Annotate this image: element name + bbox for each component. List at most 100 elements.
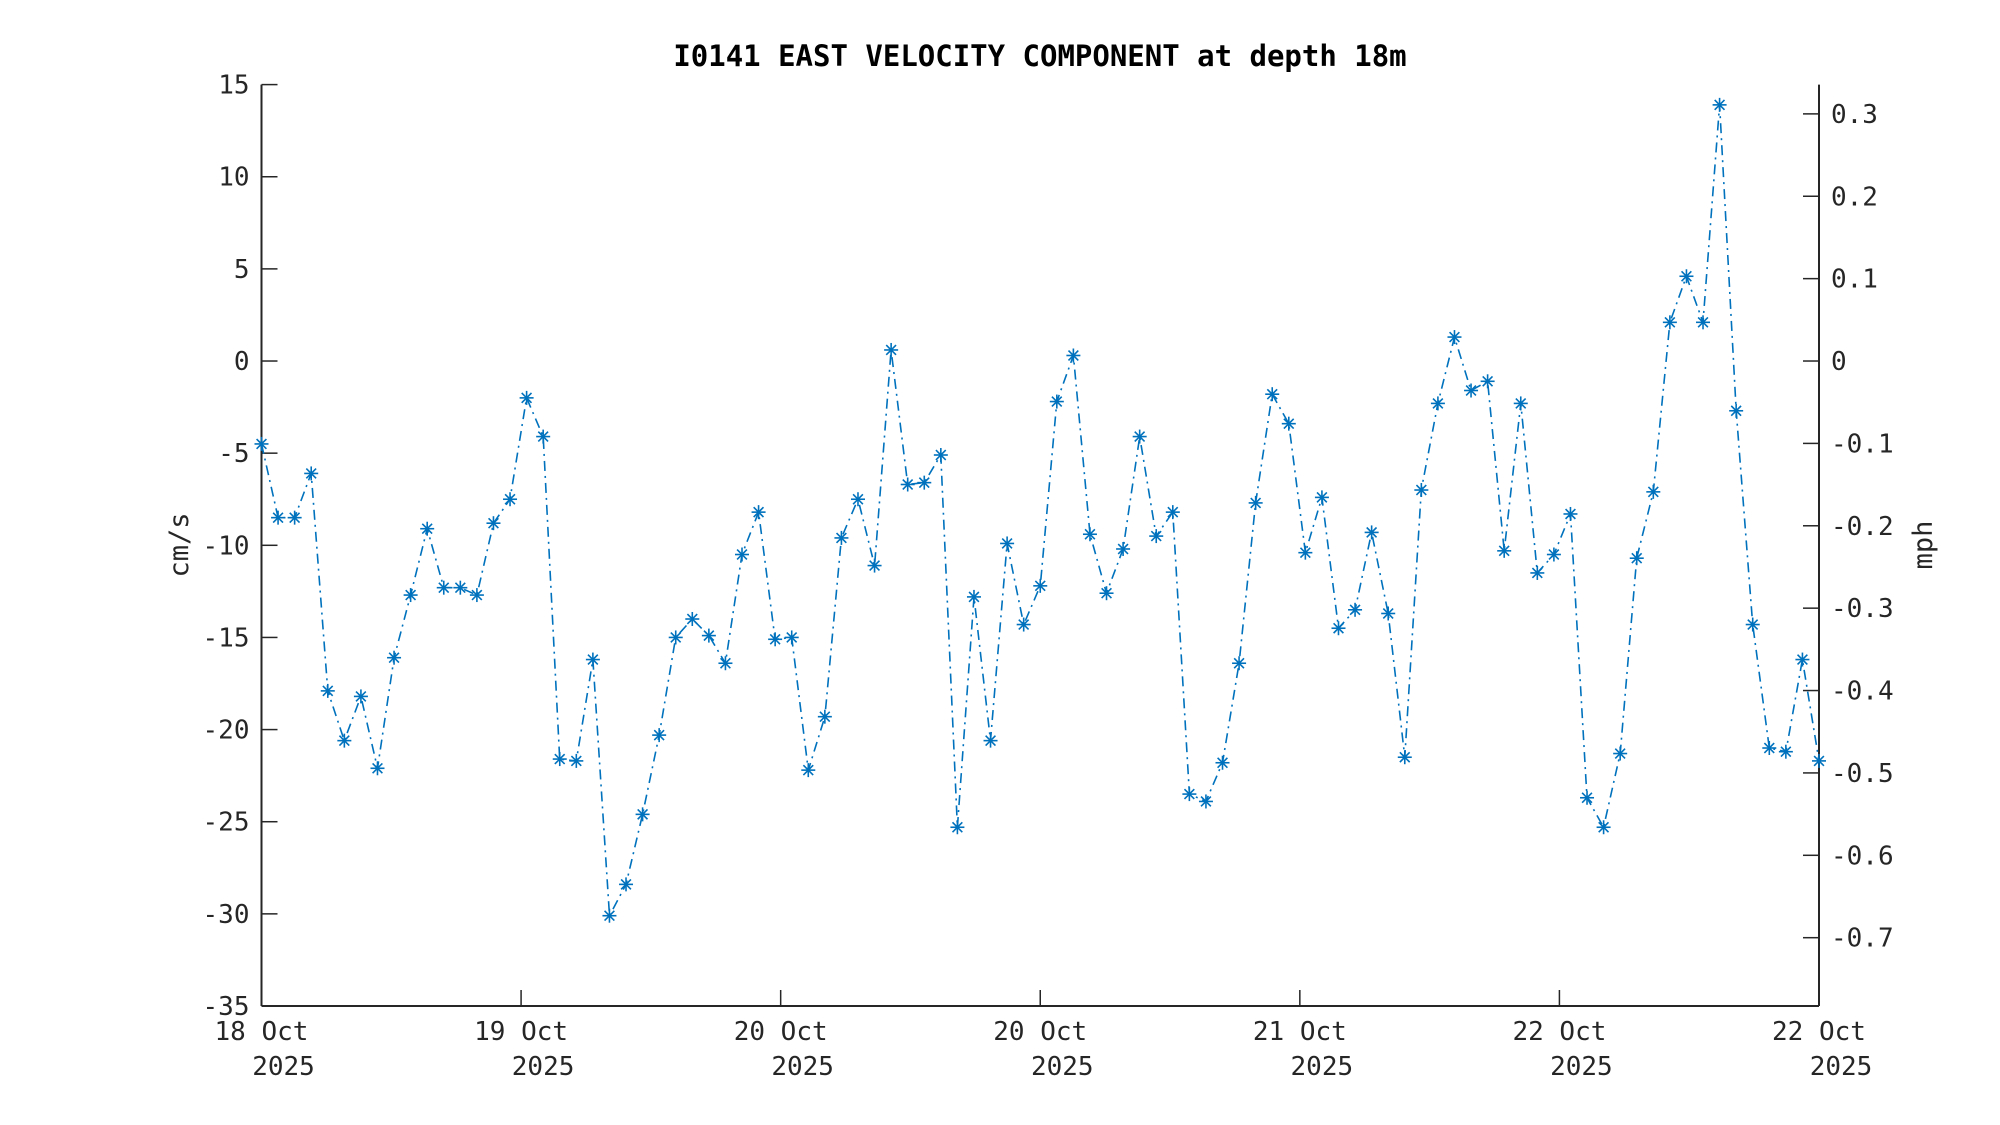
- asterisk-stroke: [289, 512, 301, 524]
- data-point-marker: [1563, 506, 1578, 521]
- data-point-marker: [1596, 820, 1611, 835]
- data-point-marker: [1762, 741, 1777, 756]
- data-point-marker: [337, 733, 352, 748]
- axes: 15 10 5 0 -5 -10 -15 -20 -25 -30 -35 0.3 0.2 0.1 0 -0.1…: [203, 71, 1894, 1082]
- asterisk-stroke: [1001, 537, 1013, 549]
- asterisk-stroke: [1747, 619, 1759, 631]
- data-point-marker: [387, 650, 402, 665]
- asterisk-stroke: [405, 589, 417, 601]
- y-tick-label: 15: [218, 71, 249, 101]
- asterisk-stroke: [471, 589, 483, 601]
- asterisk-stroke: [686, 613, 698, 625]
- asterisk-stroke: [1150, 530, 1162, 542]
- data-point-marker: [403, 588, 418, 603]
- asterisk-stroke: [305, 467, 317, 479]
- data-point-marker: [900, 477, 915, 492]
- data-point-marker: [1447, 330, 1462, 345]
- data-point-marker: [1016, 617, 1031, 632]
- asterisk-stroke: [322, 685, 334, 697]
- data-point-marker: [486, 516, 501, 531]
- asterisk-stroke: [1349, 604, 1361, 616]
- asterisk-stroke: [835, 532, 847, 544]
- asterisk-stroke: [1647, 486, 1659, 498]
- data-point-marker: [1696, 315, 1711, 330]
- asterisk-stroke: [885, 344, 897, 356]
- asterisk-stroke: [1564, 508, 1576, 520]
- data-point-marker: [1712, 97, 1727, 112]
- data-point-marker: [1497, 543, 1512, 558]
- asterisk-stroke: [603, 910, 615, 922]
- asterisk-stroke: [1432, 397, 1444, 409]
- asterisk-stroke: [985, 735, 997, 747]
- asterisk-stroke: [1796, 654, 1808, 666]
- y-tick-label: 10: [218, 163, 249, 193]
- asterisk-stroke: [1283, 418, 1295, 430]
- data-point-marker: [1812, 753, 1826, 768]
- asterisk-stroke: [1200, 795, 1212, 807]
- data-point-marker: [1795, 652, 1810, 667]
- data-point-marker: [718, 656, 733, 671]
- asterisk-stroke: [554, 753, 566, 765]
- data-point-marker: [254, 436, 269, 451]
- asterisk-stroke: [372, 762, 383, 774]
- asterisk-stroke: [272, 512, 284, 524]
- x-tick-label-day: 20 Oct: [993, 1017, 1087, 1047]
- asterisk-stroke: [1680, 270, 1692, 282]
- data-point-marker: [1116, 541, 1131, 556]
- asterisk-stroke: [637, 808, 649, 820]
- asterisk-stroke: [1531, 567, 1543, 579]
- data-point-marker: [1530, 565, 1545, 580]
- data-point-marker: [1232, 656, 1247, 671]
- y-right-tick-label: -0.6: [1831, 841, 1894, 871]
- asterisk-stroke: [338, 735, 350, 747]
- data-point-marker: [503, 492, 518, 507]
- asterisk-stroke: [1598, 821, 1610, 833]
- data-point-marker: [1381, 606, 1396, 621]
- data-point-marker: [751, 505, 766, 520]
- data-point-marker: [1314, 490, 1329, 505]
- asterisk-stroke: [852, 493, 864, 505]
- data-point-marker: [619, 877, 634, 892]
- asterisk-stroke: [521, 392, 533, 404]
- chart-title: I0141 EAST VELOCITY COMPONENT at depth 1…: [673, 39, 1406, 73]
- data-point-marker: [884, 342, 899, 357]
- data-point-marker: [1729, 403, 1744, 418]
- asterisk-stroke: [1183, 788, 1195, 800]
- asterisk-stroke: [1465, 385, 1477, 396]
- asterisk-stroke: [504, 493, 516, 505]
- asterisk-stroke: [1714, 99, 1726, 111]
- asterisk-stroke: [388, 652, 400, 664]
- data-point-marker: [1430, 396, 1445, 411]
- y-right-tick-label: 0.3: [1831, 100, 1878, 130]
- asterisk-stroke: [918, 477, 930, 489]
- asterisk-stroke: [1548, 549, 1560, 560]
- asterisk-stroke: [1333, 622, 1344, 634]
- y-right-tick-label: -0.2: [1831, 512, 1894, 542]
- data-point-marker: [353, 689, 368, 704]
- asterisk-stroke: [1581, 792, 1593, 804]
- asterisk-stroke: [1034, 580, 1046, 592]
- data-point-marker: [1348, 602, 1363, 617]
- asterisk-stroke: [769, 633, 781, 645]
- data-point-marker: [933, 448, 948, 463]
- data-point-marker: [1049, 394, 1064, 409]
- asterisk-stroke: [1167, 506, 1179, 518]
- x-tick-label-year: 2025: [1550, 1052, 1613, 1082]
- asterisk-stroke: [454, 582, 466, 594]
- data-point-marker: [1066, 348, 1081, 363]
- data-point-marker: [1281, 416, 1296, 431]
- x-tick-label-year: 2025: [512, 1052, 575, 1082]
- data-point-marker: [1033, 578, 1048, 593]
- x-tick-label-day: 22 Oct: [1512, 1017, 1606, 1047]
- asterisk-stroke: [1763, 742, 1775, 754]
- y-tick-label: -5: [218, 439, 249, 469]
- data-point-marker: [1629, 551, 1644, 566]
- data-point-marker: [867, 558, 882, 573]
- y-tick-label: -30: [203, 900, 250, 930]
- data-point-marker: [1149, 529, 1164, 544]
- y-tick-label: -35: [203, 992, 250, 1022]
- asterisk-stroke: [256, 438, 267, 450]
- asterisk-stroke: [1614, 748, 1626, 760]
- data-point-marker: [1364, 525, 1379, 540]
